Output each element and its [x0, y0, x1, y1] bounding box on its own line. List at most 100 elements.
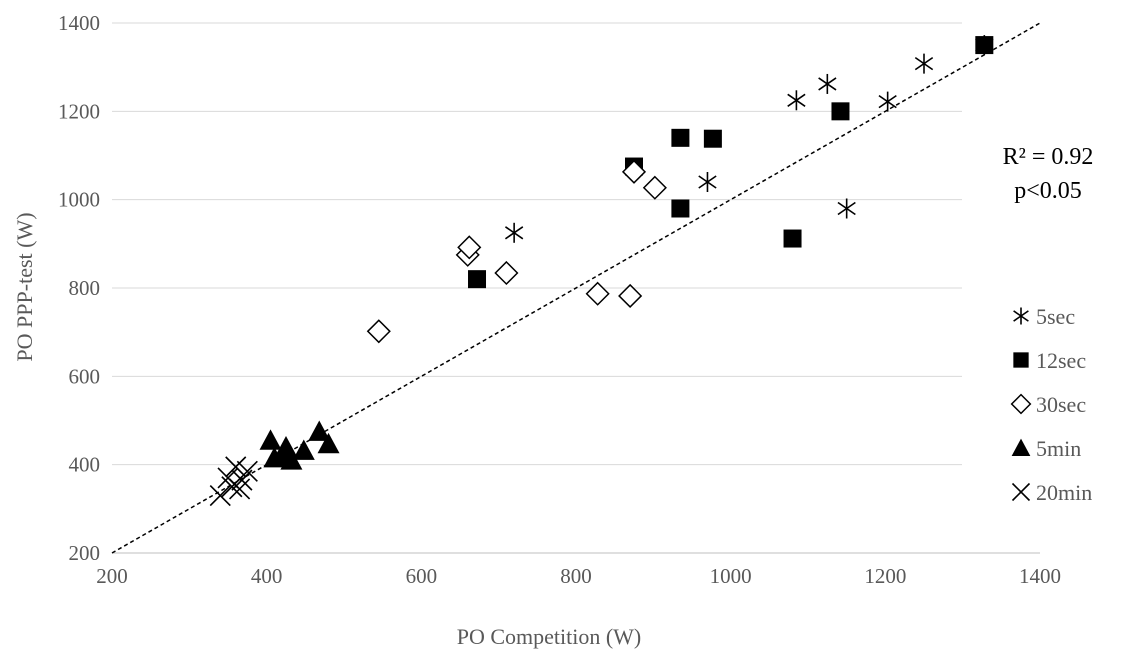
legend-label-20min: 20min [1036, 480, 1092, 505]
series-12sec [468, 36, 994, 289]
point-12sec [671, 128, 690, 147]
marker-stroke [229, 478, 251, 500]
legend-label-5sec: 5sec [1036, 304, 1075, 329]
point-12sec [975, 36, 994, 55]
point-30sec [494, 260, 519, 286]
y-axis-title: PO PPP-test (W) [12, 212, 37, 361]
point-12sec [671, 199, 690, 218]
marker-stroke [504, 226, 524, 240]
marker-shape [642, 175, 667, 200]
marker-shape [831, 102, 850, 121]
y-tick-label: 400 [69, 453, 101, 477]
marker-stroke [818, 77, 837, 91]
x-tick-label: 1200 [864, 564, 906, 588]
point-20min [236, 460, 258, 482]
legend-label-30sec: 30sec [1036, 392, 1086, 417]
point-30sec [618, 283, 643, 309]
point-5min [280, 449, 303, 470]
point-12sec [831, 102, 850, 121]
marker-stroke [698, 175, 717, 189]
point-5sec [787, 90, 806, 111]
marker-stroke [837, 201, 856, 216]
marker-shape [308, 420, 331, 441]
r-squared-text: R² = 0.92 [1003, 144, 1094, 170]
point-20min [229, 478, 251, 500]
point-5sec [837, 198, 856, 219]
legend-label-5min: 5min [1036, 436, 1081, 461]
x-tick-label: 200 [96, 564, 128, 588]
marker-shape [280, 449, 303, 470]
y-tick-label: 1000 [58, 188, 100, 212]
legend-marker-30sec [1010, 393, 1032, 415]
point-5min [292, 439, 315, 460]
marker-shape [468, 270, 487, 289]
point-30sec [457, 235, 482, 260]
marker-stroke [209, 485, 231, 507]
series-5min [259, 420, 340, 470]
marker-shape [1011, 438, 1031, 456]
point-20min [225, 456, 247, 478]
marker-stroke [1013, 310, 1029, 322]
x-tick-label: 1400 [1019, 564, 1061, 588]
marker-stroke [914, 56, 934, 71]
point-5sec [818, 73, 837, 94]
legend-marker-5sec [1013, 307, 1029, 325]
marker-shape [671, 128, 690, 147]
marker-shape [671, 199, 690, 218]
marker-stroke [225, 456, 247, 478]
x-tick-label: 400 [251, 564, 283, 588]
marker-stroke [787, 93, 806, 107]
legend-label-12sec: 12sec [1036, 348, 1086, 373]
marker-shape [1010, 393, 1032, 415]
tick-labels: 200 400 600 800 1000 1200 1400 200 400 600 800 1000… [58, 11, 1061, 588]
marker-stroke [1011, 482, 1031, 502]
x-axis-title: PO Competition (W) [457, 624, 642, 649]
marker-stroke [878, 94, 897, 109]
x-tick-label: 600 [406, 564, 438, 588]
p-value-text: p<0.05 [1014, 178, 1082, 204]
series-20min [209, 456, 258, 507]
marker-stroke [236, 460, 258, 482]
marker-shape [1013, 352, 1029, 368]
legend: 5sec 12sec 30sec 5min 20min [1010, 304, 1092, 505]
marker-shape [621, 159, 647, 184]
point-5sec [504, 222, 524, 243]
y-tick-label: 1400 [58, 11, 100, 35]
y-tick-label: 800 [69, 276, 101, 300]
point-5min [317, 432, 340, 454]
point-30sec [642, 175, 667, 200]
y-tick-label: 1200 [58, 99, 100, 123]
gridlines [112, 22, 962, 466]
point-5sec [914, 53, 934, 74]
y-tick-label: 200 [69, 541, 101, 565]
series-5sec [504, 35, 994, 243]
point-30sec [621, 159, 647, 184]
x-tick-label: 1000 [710, 564, 752, 588]
legend-marker-5min [1011, 438, 1031, 456]
marker-shape [292, 439, 315, 460]
marker-shape [975, 36, 994, 55]
legend-marker-20min [1011, 482, 1031, 502]
series-30sec [366, 159, 667, 344]
marker-shape [457, 235, 482, 260]
data-points [209, 35, 994, 507]
point-5sec [878, 91, 897, 112]
point-5sec [698, 172, 717, 192]
marker-stroke [217, 467, 239, 489]
r-squared-annotation: R² = 0.92 p<0.05 [1003, 144, 1094, 204]
marker-shape [366, 319, 391, 344]
marker-shape [618, 283, 643, 309]
x-tick-label: 800 [560, 564, 592, 588]
marker-shape [494, 260, 519, 286]
marker-shape [585, 281, 610, 306]
point-12sec [468, 270, 487, 289]
y-tick-label: 600 [69, 364, 101, 388]
point-30sec [585, 281, 610, 306]
point-20min [209, 485, 231, 507]
point-12sec [703, 129, 722, 148]
point-12sec [783, 229, 802, 248]
marker-shape [783, 229, 802, 248]
legend-marker-12sec [1013, 352, 1029, 368]
marker-shape [259, 429, 282, 450]
